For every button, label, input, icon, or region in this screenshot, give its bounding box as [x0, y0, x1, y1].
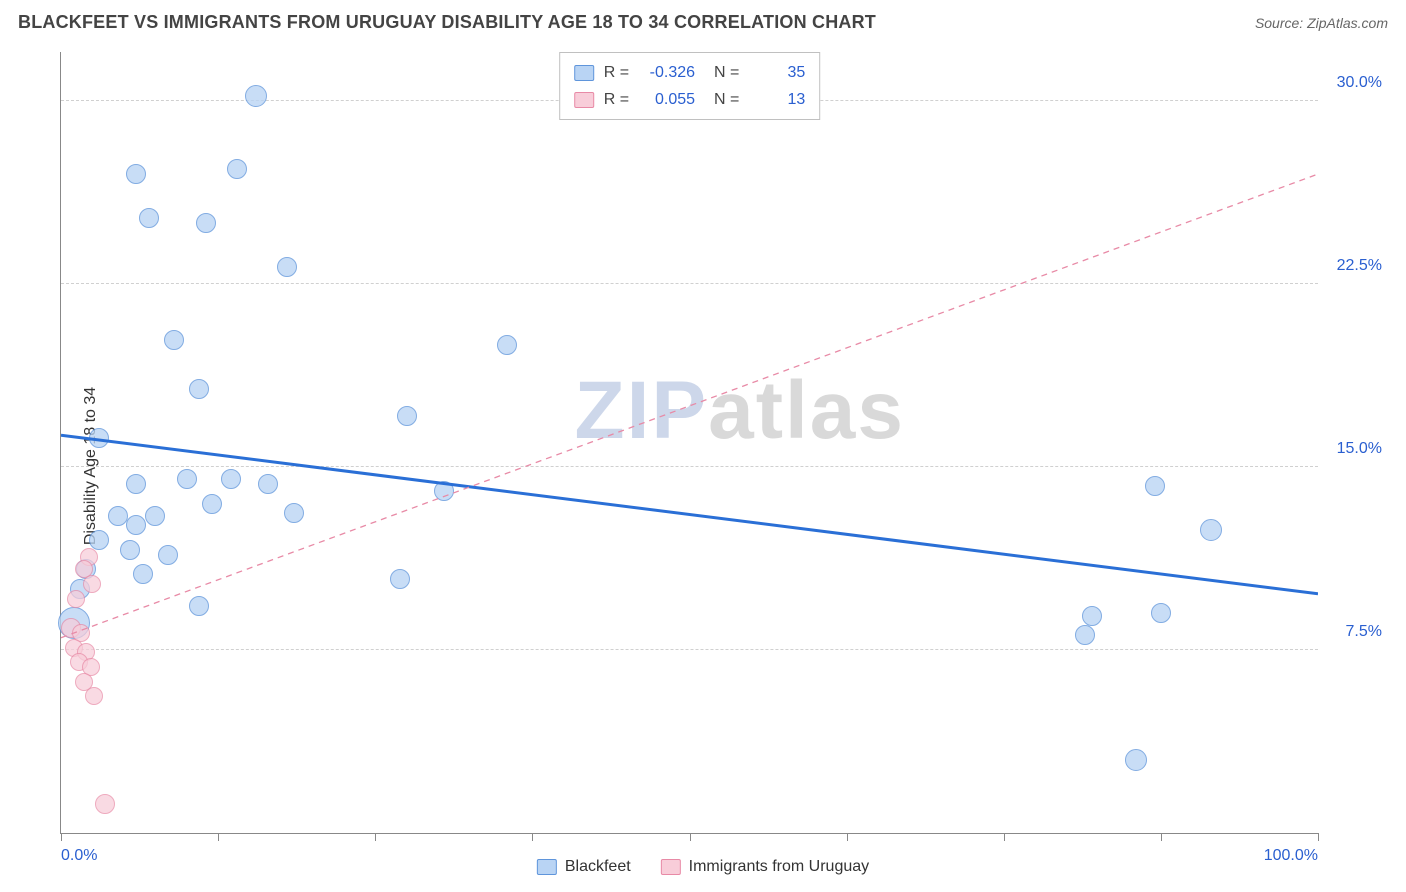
scatter-point [126, 164, 146, 184]
scatter-point [85, 687, 103, 705]
series-legend-item: Blackfeet [537, 858, 631, 876]
x-tick [847, 833, 848, 841]
scatter-point [497, 335, 517, 355]
scatter-point [139, 208, 159, 228]
x-tick [61, 833, 62, 841]
grid-line [61, 649, 1318, 650]
series-legend-item: Immigrants from Uruguay [661, 858, 870, 876]
scatter-point [397, 406, 417, 426]
scatter-point [67, 590, 85, 608]
stats-swatch-icon [574, 92, 594, 108]
scatter-point [245, 85, 267, 107]
scatter-point [158, 545, 178, 565]
trend-line [61, 174, 1318, 638]
x-tick [218, 833, 219, 841]
scatter-point [1082, 606, 1102, 626]
scatter-point [202, 494, 222, 514]
y-tick-label: 7.5% [1346, 623, 1382, 641]
stats-n-value: 35 [749, 59, 805, 86]
stats-swatch-icon [574, 65, 594, 81]
grid-line [61, 466, 1318, 467]
scatter-point [126, 515, 146, 535]
stats-legend-row: R = 0.055 N = 13 [574, 86, 806, 113]
scatter-point [284, 503, 304, 523]
scatter-point [189, 379, 209, 399]
series-swatch-icon [537, 859, 557, 875]
trend-line [61, 435, 1318, 594]
y-tick-label: 22.5% [1337, 257, 1382, 275]
stats-legend: R = -0.326 N = 35 R = 0.055 N = 13 [559, 52, 821, 120]
grid-line [61, 283, 1318, 284]
stats-legend-row: R = -0.326 N = 35 [574, 59, 806, 86]
stats-r-value: 0.055 [639, 86, 695, 113]
x-tick [375, 833, 376, 841]
scatter-point [1145, 476, 1165, 496]
series-legend-label: Immigrants from Uruguay [689, 858, 870, 876]
x-tick-label: 0.0% [61, 847, 97, 865]
x-tick [532, 833, 533, 841]
scatter-point [133, 564, 153, 584]
stats-n-label: N = [705, 86, 739, 113]
scatter-point [1200, 519, 1222, 541]
scatter-point [126, 474, 146, 494]
scatter-point [95, 794, 115, 814]
x-tick [1004, 833, 1005, 841]
scatter-point [164, 330, 184, 350]
scatter-point [434, 481, 454, 501]
stats-r-label: R = [604, 59, 629, 86]
series-legend-label: Blackfeet [565, 858, 631, 876]
series-swatch-icon [661, 859, 681, 875]
stats-n-label: N = [705, 59, 739, 86]
stats-r-label: R = [604, 86, 629, 113]
scatter-point [277, 257, 297, 277]
scatter-point [89, 428, 109, 448]
x-tick [1161, 833, 1162, 841]
x-tick [1318, 833, 1319, 841]
x-tick-label: 100.0% [1264, 847, 1318, 865]
scatter-point [221, 469, 241, 489]
scatter-point [1125, 749, 1147, 771]
y-tick-label: 15.0% [1337, 440, 1382, 458]
scatter-point [227, 159, 247, 179]
chart-source: Source: ZipAtlas.com [1255, 15, 1388, 31]
chart-container: Disability Age 18 to 34 ZIPatlas R = -0.… [18, 48, 1388, 884]
watermark-right: atlas [708, 365, 905, 456]
x-tick [690, 833, 691, 841]
scatter-point [108, 506, 128, 526]
scatter-point [83, 575, 101, 593]
scatter-point [196, 213, 216, 233]
scatter-point [189, 596, 209, 616]
watermark-left: ZIP [575, 365, 709, 456]
chart-title: BLACKFEET VS IMMIGRANTS FROM URUGUAY DIS… [18, 12, 876, 33]
stats-r-value: -0.326 [639, 59, 695, 86]
scatter-point [390, 569, 410, 589]
scatter-point [177, 469, 197, 489]
scatter-point [258, 474, 278, 494]
scatter-point [1075, 625, 1095, 645]
scatter-point [89, 530, 109, 550]
watermark: ZIPatlas [575, 364, 905, 458]
scatter-point [1151, 603, 1171, 623]
stats-n-value: 13 [749, 86, 805, 113]
chart-header: BLACKFEET VS IMMIGRANTS FROM URUGUAY DIS… [0, 0, 1406, 39]
y-tick-label: 30.0% [1337, 74, 1382, 92]
plot-area: ZIPatlas R = -0.326 N = 35 R = 0.055 N =… [60, 52, 1318, 834]
trend-lines [61, 52, 1318, 833]
scatter-point [120, 540, 140, 560]
scatter-point [145, 506, 165, 526]
series-legend: Blackfeet Immigrants from Uruguay [537, 858, 869, 876]
